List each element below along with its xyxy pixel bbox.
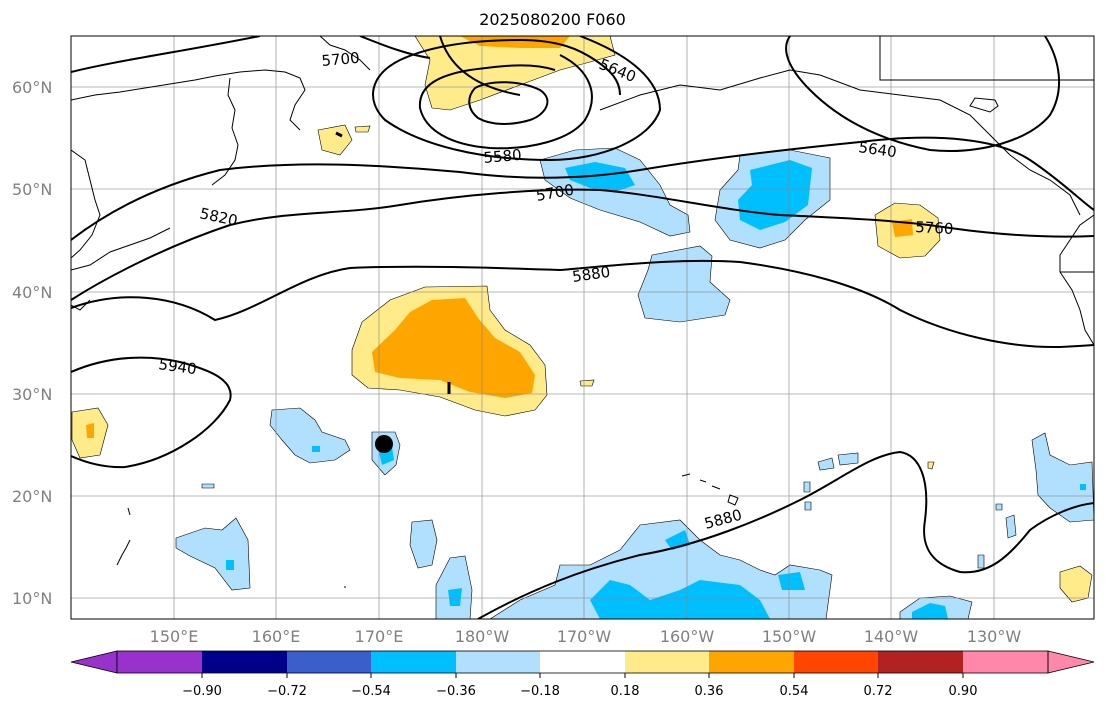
coastlines: [71, 36, 1094, 588]
colorbar-tick-label: −0.72: [267, 684, 307, 699]
lat-label: 50°N: [12, 180, 52, 199]
lon-label: 130°W: [967, 627, 1022, 646]
lat-label: 60°N: [12, 78, 52, 97]
contour-label: 5760: [915, 218, 954, 238]
colorbar-extend-max: [1047, 650, 1095, 674]
colorbar-tick-label: −0.90: [182, 684, 222, 699]
contour-labels: 5700 5640 5580 5700 5640 5820 5760 5880 …: [157, 49, 953, 533]
colorbar-tick-label: −0.54: [351, 684, 391, 699]
lon-label: 180°W: [455, 627, 510, 646]
colorbar-tick-label: −0.18: [520, 684, 560, 699]
colorbar-tick-label: 0.90: [949, 684, 978, 699]
contour-label: 5640: [857, 138, 897, 161]
colorbar-tick-label: 0.72: [864, 684, 893, 699]
lon-label: 150°E: [150, 627, 199, 646]
latitude-labels: 60°N 50°N 40°N 30°N 20°N 10°N: [12, 78, 52, 608]
lon-label: 160°W: [660, 627, 715, 646]
colorbar-swatch: [963, 651, 1048, 673]
lat-label: 20°N: [12, 487, 52, 506]
lon-label: 160°E: [252, 627, 301, 646]
colorbar-swatch: [287, 651, 371, 673]
colorbar: −0.90 −0.72 −0.54 −0.36 −0.18 0.18 0.36 …: [70, 650, 1095, 699]
contour-label: 5700: [321, 49, 361, 70]
contour-label: 5880: [571, 263, 611, 286]
colorbar-swatch: [371, 651, 456, 673]
colorbar-swatch: [117, 651, 202, 673]
lon-label: 170°W: [557, 627, 612, 646]
contour-label: 5940: [157, 355, 197, 378]
colorbar-tick-label: 0.36: [695, 684, 724, 699]
colorbar-swatch: [878, 651, 963, 673]
height-contours: [71, 36, 1094, 619]
colorbar-tick-label: 0.18: [611, 684, 640, 699]
map-area: 5700 5640 5580 5700 5640 5820 5760 5880 …: [71, 36, 1094, 619]
colorbar-swatch: [709, 651, 794, 673]
lon-label: 150°W: [762, 627, 817, 646]
lat-label: 30°N: [12, 385, 52, 404]
positive-anomaly-shading: [71, 36, 1093, 603]
lon-label: 170°E: [355, 627, 404, 646]
colorbar-swatch: [625, 651, 709, 673]
colorbar-swatch: [794, 651, 878, 673]
colorbar-swatch: [202, 651, 287, 673]
colorbar-extend-min: [70, 650, 118, 674]
colorbar-swatch: [456, 651, 540, 673]
storm-marker: [375, 435, 393, 453]
colorbar-tick-label: −0.36: [436, 684, 476, 699]
lat-label: 10°N: [12, 589, 52, 608]
colorbar-tick-label: 0.54: [780, 684, 809, 699]
negative-anomaly-shading: [175, 147, 1094, 619]
map-frame: [70, 35, 1095, 620]
colorbar-swatch: [540, 651, 625, 673]
lat-label: 40°N: [12, 283, 52, 302]
contour-label: 5580: [483, 146, 523, 167]
longitude-labels: 150°E 160°E 170°E 180°W 170°W 160°W 150°…: [150, 627, 1022, 646]
map-title: 2025080200 F060: [479, 10, 626, 29]
lon-label: 140°W: [864, 627, 919, 646]
